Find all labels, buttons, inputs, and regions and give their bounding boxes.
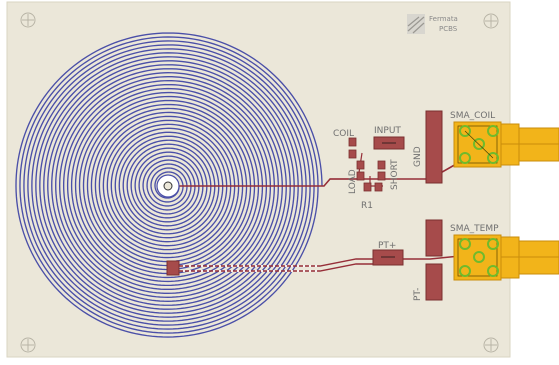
sma-temp-pin — [459, 265, 471, 277]
temp-trace-dot — [314, 264, 318, 268]
pt-sensor-pad — [166, 260, 180, 276]
sma-coil-center-pin — [473, 138, 485, 150]
label-coil: COIL — [333, 129, 354, 139]
temp-trace-dot — [242, 269, 246, 273]
label-pt-minus: PT- — [413, 288, 423, 301]
temp-trace-dot — [236, 269, 240, 273]
label-load: LOAD — [348, 169, 358, 194]
temp-trace-dot — [260, 269, 264, 273]
sma-coil-pin — [459, 152, 471, 164]
temp-trace-dot — [182, 264, 186, 268]
temp-trace-dot — [212, 269, 216, 273]
label-sma-coil: SMA_COIL — [450, 111, 495, 121]
temp-trace-dot — [188, 269, 192, 273]
sma-temp-pin — [487, 265, 499, 277]
logo-text-line2: PCBS — [439, 25, 458, 33]
temp-trace-dot — [266, 269, 270, 273]
temp-trace-dot — [284, 264, 288, 268]
r1-pads — [363, 182, 383, 192]
temp-trace-dot — [302, 269, 306, 273]
temp-trace-dot — [296, 269, 300, 273]
mounting-hole-top-left — [20, 12, 36, 28]
temp-trace-dot — [206, 264, 210, 268]
temp-trace-dot — [200, 264, 204, 268]
mounting-hole-top-right — [483, 13, 499, 29]
temp-trace-dot — [254, 269, 258, 273]
temp-trace-dot — [266, 264, 270, 268]
load-pads — [356, 160, 365, 181]
temp-trace-dot — [218, 264, 222, 268]
sma-temp-pin — [459, 238, 471, 250]
short-pads — [377, 160, 386, 181]
label-input: INPUT — [374, 126, 401, 136]
temp-trace-dot — [194, 264, 198, 268]
temp-trace-dot — [200, 269, 204, 273]
temp-trace-dot — [242, 264, 246, 268]
mounting-hole-bottom-left — [20, 337, 36, 353]
label-sma-temp: SMA_TEMP — [450, 224, 499, 234]
temp-trace-dot — [230, 269, 234, 273]
temp-trace-dot — [254, 264, 258, 268]
label-pt-plus: PT+ — [378, 241, 396, 251]
sma-temp-pin — [487, 238, 499, 250]
temp-trace-dot — [296, 264, 300, 268]
temp-trace-dot — [206, 269, 210, 273]
temp-trace-dot — [224, 269, 228, 273]
sma-coil-connector — [453, 121, 559, 168]
temp-trace-dot — [194, 269, 198, 273]
temp-trace-dot — [314, 269, 318, 273]
temp-trace-dot — [302, 264, 306, 268]
label-short: SHORT — [390, 159, 400, 190]
temp-trace-dot — [218, 269, 222, 273]
temp-trace-dot — [308, 269, 312, 273]
sma-coil-pin — [459, 125, 471, 137]
temp-trace-dot — [308, 264, 312, 268]
temp-trace-dot — [284, 269, 288, 273]
temp-trace-dot — [290, 269, 294, 273]
brand-logo: Fermata PCBS — [407, 14, 458, 34]
sma-coil-pin — [487, 125, 499, 137]
temp-trace-dot — [272, 264, 276, 268]
temp-trace-dot — [260, 264, 264, 268]
label-gnd: GND — [413, 146, 423, 167]
temp-trace-dot — [278, 264, 282, 268]
gnd-pad — [425, 110, 443, 184]
temp-trace-dot — [182, 269, 186, 273]
coil-pad — [348, 137, 357, 159]
temp-trace-dot — [212, 264, 216, 268]
temp-trace-dot — [230, 264, 234, 268]
temp-trace-dot — [272, 269, 276, 273]
temp-trace-dot — [248, 264, 252, 268]
sma-temp-lower-pad — [425, 263, 443, 301]
sma-coil-pin — [487, 152, 499, 164]
temp-trace-dot — [248, 269, 252, 273]
mounting-hole-bottom-right — [483, 337, 499, 353]
logo-text-line1: Fermata — [429, 15, 458, 23]
temp-trace-dot — [224, 264, 228, 268]
temp-sensor-traces — [178, 255, 461, 273]
temp-trace-dot — [278, 269, 282, 273]
label-r1: R1 — [361, 201, 373, 211]
sma-temp-center-pin — [473, 251, 485, 263]
coil-center-via — [163, 181, 173, 191]
sma-temp-upper-pad — [425, 219, 443, 257]
temp-trace-dot — [188, 264, 192, 268]
temp-trace-dot — [290, 264, 294, 268]
sma-temp-connector — [453, 234, 559, 281]
temp-trace-dot — [236, 264, 240, 268]
